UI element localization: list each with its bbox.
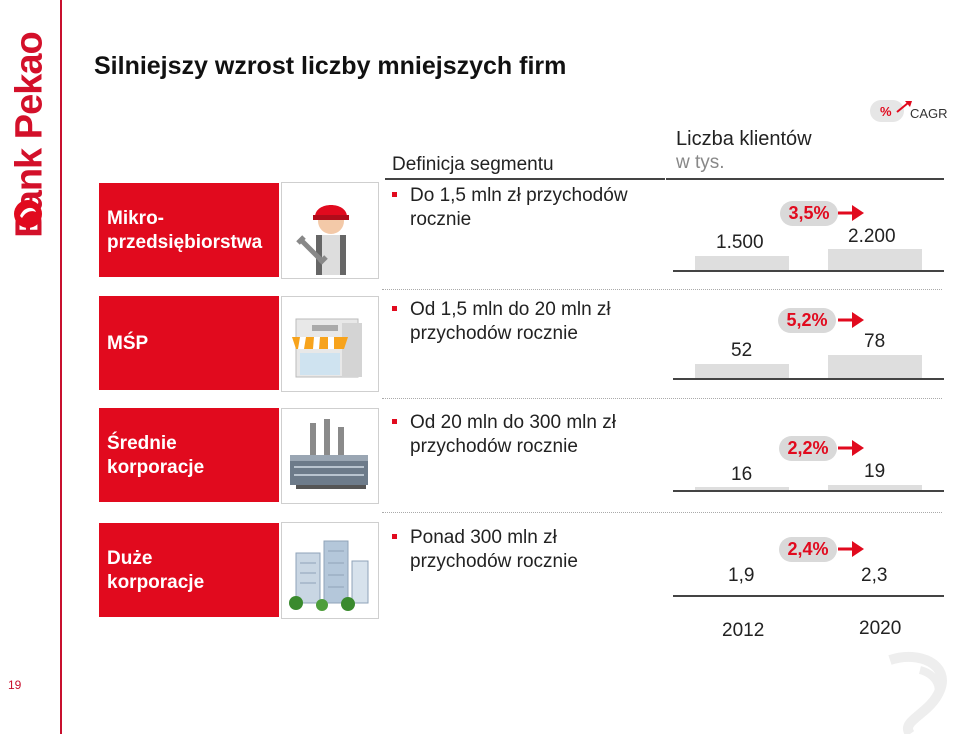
bank-logo: Bank Pekao: [2, 30, 58, 240]
segment-name-line2: korporacje: [107, 457, 205, 478]
office-buildings-icon: [289, 540, 369, 611]
chart-axis-sme: [673, 378, 944, 380]
value-2012-large: 1,9: [728, 565, 755, 586]
definition-line2: przychodów rocznie: [410, 551, 578, 572]
cagr-badge-micro: 3,5%: [780, 201, 838, 226]
segment-image-medium: [281, 408, 379, 504]
growth-arrow-icon: [838, 440, 864, 456]
value-2020-micro: 2.200: [848, 226, 896, 247]
year-end: 2020: [859, 618, 902, 639]
page-title: Silniejszy wzrost liczby mniejszych firm: [94, 52, 567, 80]
definition-line2: przychodów rocznie: [410, 436, 578, 457]
cagr-label: CAGR: [910, 106, 948, 121]
bar-2012-medium: [695, 487, 789, 490]
segment-name-line2: korporacje: [107, 572, 205, 593]
factory-icon: [290, 419, 368, 489]
segment-image-sme: [281, 296, 379, 392]
definition-line1: Od 20 mln do 300 mln zł: [410, 412, 616, 433]
segment-name-line1: MŚP: [107, 333, 149, 354]
value-2020-large: 2,3: [861, 565, 888, 586]
segment-image-large: [281, 522, 379, 619]
value-2012-micro: 1.500: [716, 232, 764, 253]
cagr-badge-large: 2,4%: [779, 537, 837, 562]
clients-header-rule: [666, 178, 944, 180]
page-number: 19: [8, 678, 22, 692]
row-separator: [382, 512, 942, 513]
definition-line1: Do 1,5 mln zł przychodów: [410, 185, 628, 206]
segment-label-large: Duże korporacje: [99, 523, 279, 617]
bar-2020-sme: [828, 355, 922, 378]
segment-name-line1: Średnie: [107, 433, 177, 454]
segment-name-line1: Mikro-: [107, 208, 164, 229]
value-2012-medium: 16: [731, 464, 753, 485]
red-arrow-icon: [896, 101, 912, 113]
chart-axis-large: [673, 595, 944, 597]
cagr-badge-medium: 2,2%: [779, 436, 837, 461]
cagr-badge-sme: 5,2%: [778, 308, 836, 333]
worker-icon: [296, 205, 349, 275]
definition-line2: przychodów rocznie: [410, 323, 578, 344]
bullet-square-icon: [392, 192, 397, 197]
row-separator: [382, 289, 942, 290]
brand-mark-icon: [14, 200, 42, 228]
chart-axis-medium: [673, 490, 944, 492]
bar-2012-sme: [695, 364, 789, 378]
percent-symbol: %: [880, 104, 892, 119]
chart-axis-micro: [673, 270, 944, 272]
definition-line1: Ponad 300 mln zł: [410, 527, 557, 548]
clients-unit: w tys.: [676, 152, 725, 173]
growth-arrow-icon: [838, 312, 864, 328]
sidebar-divider: [60, 0, 62, 734]
segment-label-medium: Średnie korporacje: [99, 408, 279, 502]
value-2012-sme: 52: [731, 340, 753, 361]
definition-header-rule: [385, 178, 665, 180]
segment-name-line1: Duże: [107, 548, 153, 569]
row-separator: [382, 398, 942, 399]
shop-icon: [292, 318, 362, 378]
definition-line1: Od 1,5 mln do 20 mln zł: [410, 299, 611, 320]
watermark-swirl-icon: [888, 651, 947, 734]
definition-header: Definicja segmentu: [392, 154, 554, 175]
definition-line2: rocznie: [410, 209, 472, 230]
clients-header: Liczba klientów: [676, 128, 812, 150]
segment-label-micro: Mikro- przedsiębiorstwa: [99, 183, 279, 277]
growth-arrow-icon: [838, 541, 864, 557]
bullet-square-icon: [392, 534, 397, 539]
bullet-square-icon: [392, 306, 397, 311]
segment-image-micro: [281, 182, 379, 279]
bar-2012-micro: [695, 256, 789, 270]
bar-2020-micro: [828, 249, 922, 270]
bar-2020-medium: [828, 485, 922, 490]
growth-arrow-icon: [838, 205, 864, 221]
year-start: 2012: [722, 620, 765, 641]
value-2020-medium: 19: [864, 461, 886, 482]
cagr-legend: % CAGR: [862, 100, 948, 124]
bullet-square-icon: [392, 419, 397, 424]
segment-name-line2: przedsiębiorstwa: [107, 232, 263, 253]
value-2020-sme: 78: [864, 331, 886, 352]
segment-label-sme: MŚP: [99, 296, 279, 390]
